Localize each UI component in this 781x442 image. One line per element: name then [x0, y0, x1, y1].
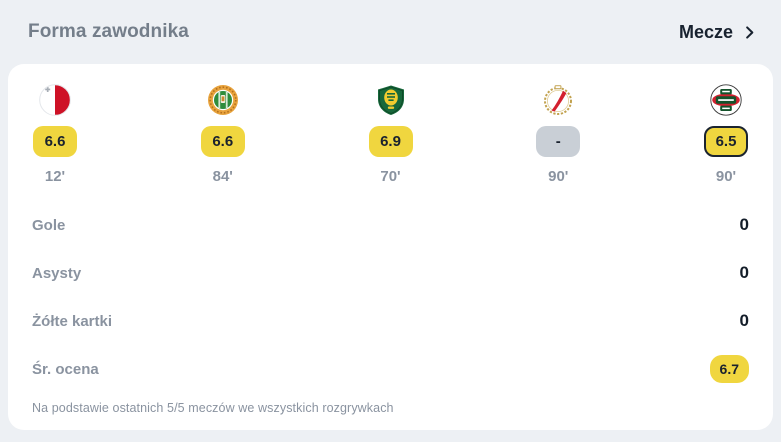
rating-badge: 6.6	[200, 126, 245, 157]
stat-label: Śr. ocena	[32, 360, 99, 378]
green-red-circle-crest-icon	[710, 84, 742, 116]
stat-label: Żółte kartki	[32, 312, 113, 330]
page-title: Forma zawodnika	[28, 21, 189, 42]
stat-value: 0	[739, 311, 749, 330]
rating-badge: 6.6	[33, 126, 77, 157]
matches-link[interactable]: Mecze	[679, 22, 757, 43]
section-header: Forma zawodnika Mecze	[0, 0, 781, 64]
matches-link-label: Mecze	[678, 21, 733, 42]
minutes-played: 84'	[212, 168, 233, 185]
match-column-1[interactable]: 6.6 12'	[32, 84, 78, 185]
match-column-4[interactable]: - 90'	[535, 84, 581, 185]
stat-row-goals: Gole 0	[32, 201, 749, 249]
stat-row-assists: Asysty 0	[32, 249, 749, 297]
stat-row-yellow-cards: Żółte kartki 0	[32, 297, 749, 345]
white-red-laurel-crest-icon	[542, 84, 574, 116]
recent-matches-row: 6.6 12' 6.6 84'	[32, 84, 749, 185]
rating-badge: 6.9	[368, 126, 413, 157]
stat-value: 0	[739, 215, 749, 234]
rating-badge: -	[536, 126, 581, 157]
player-form-card: 6.6 12' 6.6 84'	[8, 64, 773, 430]
stats-list: Gole 0 Asysty 0 Żółte kartki 0 Śr. ocena…	[32, 201, 749, 393]
footer-note: Na podstawie ostatnich 5/5 meczów we wsz…	[32, 401, 394, 415]
stat-label: Asysty	[32, 264, 82, 282]
chevron-right-icon	[742, 25, 757, 40]
minutes-played: 70'	[380, 168, 401, 185]
green-shield-crest-icon	[375, 84, 407, 116]
minutes-played: 90'	[548, 168, 569, 185]
match-column-3[interactable]: 6.9 70'	[368, 84, 414, 185]
stat-row-avg-rating: Śr. ocena 6.7	[32, 345, 749, 393]
minutes-played: 12'	[44, 168, 66, 185]
avg-rating-badge: 6.7	[709, 355, 749, 383]
orange-green-crest-icon	[207, 84, 239, 116]
rating-badge: 6.5	[704, 126, 748, 157]
minutes-played: 90'	[715, 168, 737, 185]
match-column-2[interactable]: 6.6 84'	[200, 84, 246, 185]
stat-label: Gole	[32, 216, 66, 234]
match-column-5[interactable]: 6.5 90'	[703, 84, 749, 185]
stat-value: 0	[739, 263, 749, 282]
malta-flag-icon	[39, 84, 71, 116]
